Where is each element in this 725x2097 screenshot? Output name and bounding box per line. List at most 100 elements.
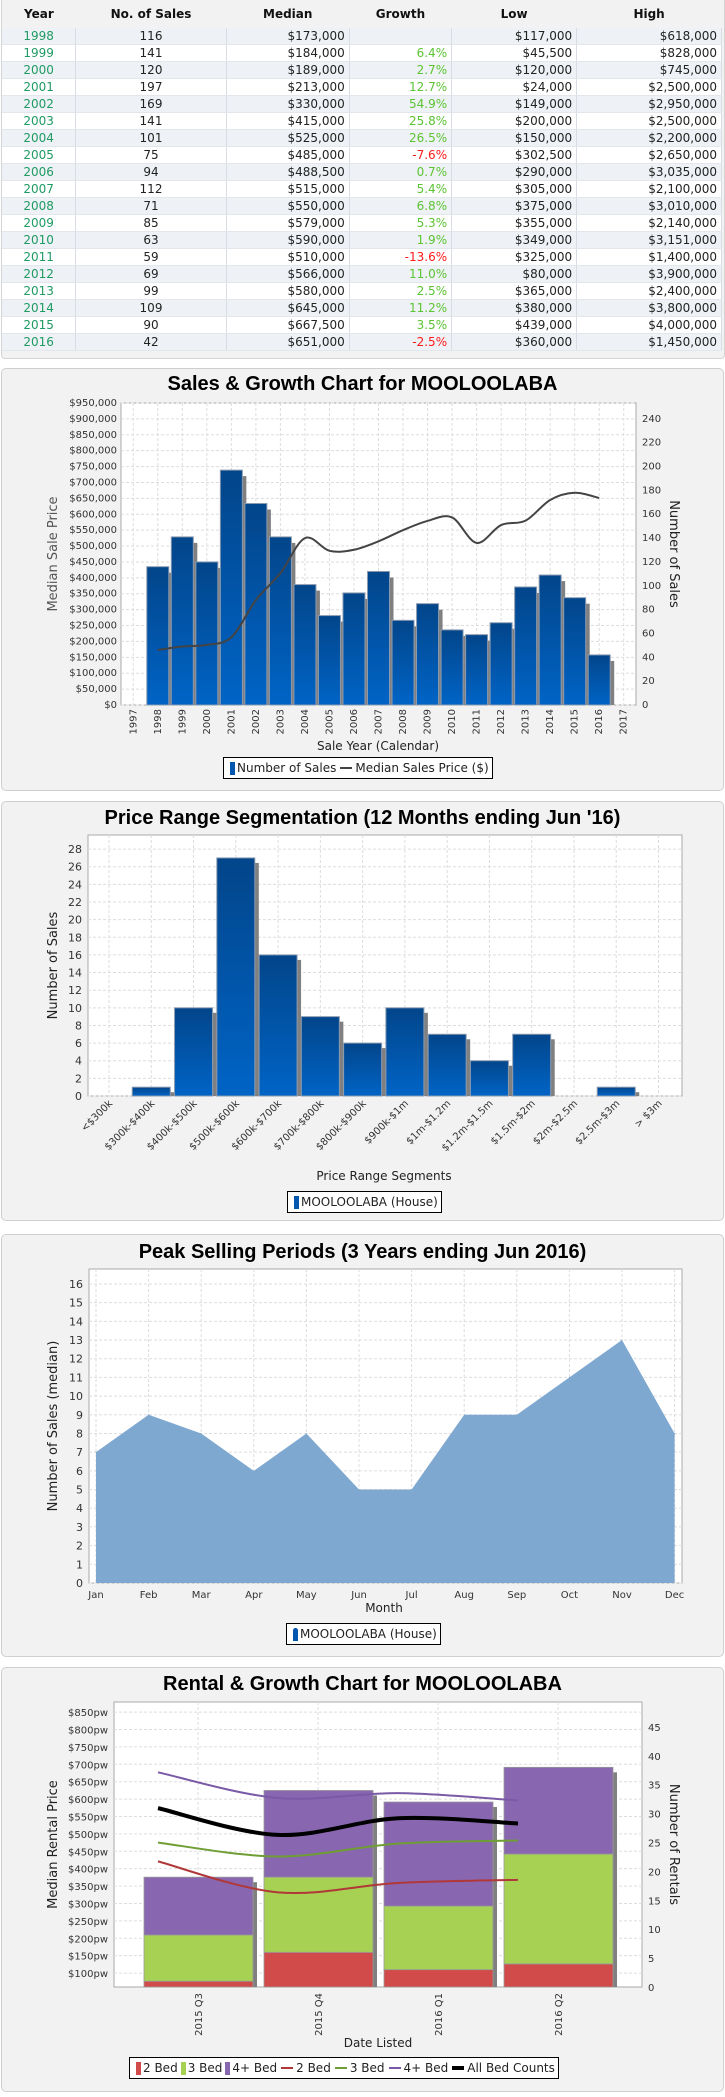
low-cell: $24,000	[451, 78, 578, 96]
table-row: 2015 90 $667,500 3.5% $439,000 $4,000,000	[2, 316, 722, 334]
median-cell: $566,000	[226, 265, 350, 283]
median-cell: $651,000	[226, 333, 350, 351]
table-row: 2016 42 $651,000 -2.5% $360,000 $1,450,000	[2, 333, 722, 351]
column-header[interactable]: Low	[451, 0, 577, 28]
high-cell: $2,100,000	[576, 180, 722, 198]
year-cell[interactable]: 2009	[2, 214, 77, 232]
median-cell: $645,000	[226, 299, 350, 317]
high-cell: $2,200,000	[576, 129, 722, 147]
year-cell[interactable]: 1998	[2, 28, 77, 45]
tick-label: $650,000	[69, 493, 117, 504]
median-cell: $579,000	[226, 214, 350, 232]
y-axis-right-title: Number of Rentals	[666, 1784, 681, 1905]
tick-label: $750,000	[69, 462, 117, 473]
column-header[interactable]: Growth	[349, 0, 452, 28]
year-cell[interactable]: 2016	[2, 333, 77, 351]
tick-label: $350pw	[68, 1882, 108, 1893]
low-cell: $325,000	[451, 248, 578, 266]
sales-count-cell: 109	[75, 299, 227, 317]
legend-item: MOOLOOLABA (House)	[301, 1195, 438, 1209]
x-tick-label: 2009	[423, 709, 434, 734]
year-cell[interactable]: 2013	[2, 282, 77, 300]
x-tick-label: 2013	[521, 709, 532, 734]
year-cell[interactable]: 2015	[2, 316, 77, 334]
area-swatch-icon	[293, 1627, 298, 1641]
year-cell[interactable]: 2012	[2, 265, 77, 283]
x-tick-label: 2016	[594, 709, 605, 734]
tick-label: 5	[648, 1954, 654, 1965]
bar-2004	[293, 584, 317, 706]
year-cell[interactable]: 2005	[2, 146, 77, 164]
sales-count-cell: 116	[75, 28, 227, 45]
table-row: 2005 75 $485,000 -7.6% $302,500 $2,650,000	[2, 146, 722, 164]
x-tick-label: May	[296, 1590, 317, 1601]
bar-2001	[219, 469, 243, 706]
tick-label: $50,000	[76, 684, 117, 695]
year-cell[interactable]: 2014	[2, 299, 77, 317]
median-cell: $590,000	[226, 231, 350, 249]
x-tick-label: 2002	[251, 709, 262, 734]
line-swatch-icon	[340, 767, 353, 769]
x-tick-label: 2015 Q4	[314, 1993, 325, 2036]
tick-label: 35	[648, 1781, 661, 1792]
tick-label: 20	[68, 914, 82, 927]
high-cell: $1,450,000	[576, 333, 722, 351]
table-row: 2012 69 $566,000 11.0% $80,000 $3,900,000	[2, 265, 722, 283]
bar-2010	[440, 629, 464, 706]
tick-label: 8	[76, 1427, 83, 1440]
table-row: 2014 109 $645,000 11.2% $380,000 $3,800,000	[2, 299, 722, 317]
x-tick-label: Dec	[665, 1590, 684, 1601]
tick-label: 0	[75, 1090, 82, 1103]
high-cell: $2,500,000	[576, 112, 722, 130]
year-cell[interactable]: 2011	[2, 248, 77, 266]
price-range-chart-panel: 0 2 4 6 8 10 12 14 16 18 20 22 24 26 28 <$300k $300k-$40…	[1, 801, 724, 1221]
growth-cell: 11.2%	[349, 299, 453, 317]
data-point-Sep	[516, 1414, 518, 1416]
high-cell: $1,400,000	[576, 248, 722, 266]
year-cell[interactable]: 2002	[2, 95, 77, 113]
year-cell[interactable]: 1999	[2, 44, 77, 62]
tick-label: $850pw	[68, 1708, 108, 1719]
tick-label: $800,000	[69, 446, 117, 457]
year-cell[interactable]: 2004	[2, 129, 77, 147]
column-header[interactable]: Median	[226, 0, 350, 28]
low-cell: $200,000	[451, 112, 578, 130]
growth-cell: 12.7%	[349, 78, 453, 96]
bar-$300k-$400k	[131, 1086, 171, 1097]
x-tick-label: Jan	[87, 1590, 103, 1601]
column-header[interactable]: No. of Sales	[75, 0, 227, 28]
bar-$600k-$700k	[258, 954, 298, 1097]
price-range-chart: 0246810121416182022242628<$300k$300k-$40…	[46, 834, 683, 1183]
chart-legend: Number of Sales Median Sales Price ($)	[223, 757, 493, 779]
low-cell: $360,000	[451, 333, 578, 351]
peak-selling-chart-panel: 0 1 2 3 4 5 6 7 8 9 10 11 12 13 14 15 16 Jan Feb Mar Apr May J…	[1, 1234, 724, 1657]
low-cell: $149,000	[451, 95, 578, 113]
tick-label: 10	[68, 1002, 82, 1015]
year-cell[interactable]: 2000	[2, 61, 77, 79]
year-cell[interactable]: 2006	[2, 163, 77, 181]
year-cell[interactable]: 2001	[2, 78, 77, 96]
sales-area	[96, 1340, 675, 1583]
high-cell: $3,900,000	[576, 265, 722, 283]
sales-count-cell: 141	[75, 44, 227, 62]
sales-history-table: Year No. of Sales Median Growth Low High 1998…	[2, 0, 722, 351]
bar-2000	[195, 561, 219, 706]
bar-$2.5m-$3m	[596, 1086, 636, 1097]
year-cell[interactable]: 2008	[2, 197, 77, 215]
tick-label: $550pw	[68, 1812, 108, 1823]
x-tick-label: 2004	[300, 709, 311, 734]
low-cell: $375,000	[451, 197, 578, 215]
low-cell: $45,500	[451, 44, 578, 62]
sales-count-cell: 101	[75, 129, 227, 147]
year-cell[interactable]: 2010	[2, 231, 77, 249]
table-row: 2006 94 $488,500 0.7% $290,000 $3,035,000	[2, 163, 722, 181]
tick-label: $850,000	[69, 430, 117, 441]
tick-label: $600pw	[68, 1795, 108, 1806]
year-cell[interactable]: 2007	[2, 180, 77, 198]
low-cell: $150,000	[451, 129, 578, 147]
bar-2007	[367, 570, 390, 706]
column-header[interactable]: High	[576, 0, 722, 28]
year-cell[interactable]: 2003	[2, 112, 77, 130]
column-header[interactable]: Year	[2, 0, 76, 28]
x-tick-label: Oct	[561, 1590, 578, 1601]
